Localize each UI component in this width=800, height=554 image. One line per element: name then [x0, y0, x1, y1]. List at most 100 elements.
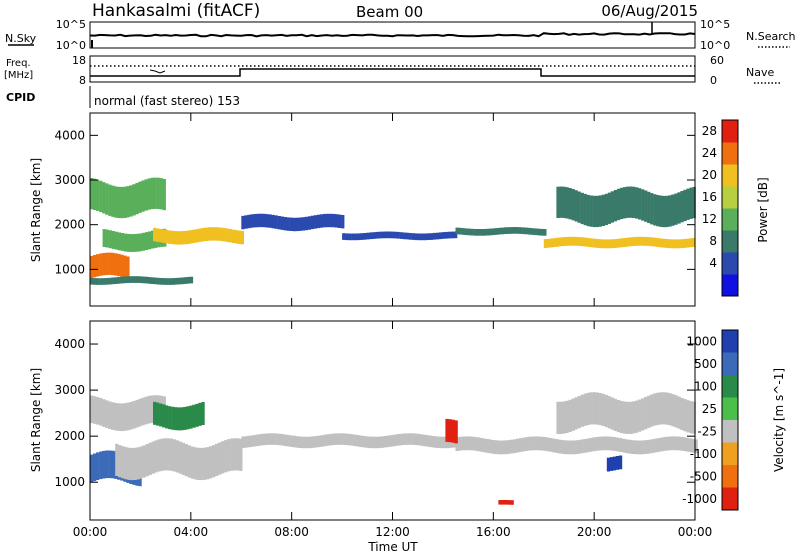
velocity-band-cell — [451, 419, 455, 443]
power-band-cell — [540, 228, 544, 236]
velocity-band-cell — [224, 440, 228, 473]
velocity-band-cell — [120, 403, 124, 432]
power-band-cell — [470, 228, 474, 236]
power-band-cell — [93, 278, 97, 285]
velocity-band-cell — [510, 439, 514, 454]
velocity-band-cell — [679, 436, 683, 451]
power-band-cell — [313, 215, 318, 229]
velocity-band-cell — [404, 433, 408, 445]
velocity-ytick-label: 3000 — [54, 383, 85, 397]
power-band-cell — [455, 227, 459, 235]
power-band-cell — [123, 186, 127, 218]
power-band-cell — [117, 277, 121, 284]
power-ytick-label: 3000 — [54, 173, 85, 187]
velocity-band-cell — [482, 438, 486, 453]
power-band-cell — [114, 231, 118, 250]
velocity-band-cell — [634, 440, 638, 455]
power-band-cell — [689, 238, 693, 248]
velocity-band-cell — [259, 434, 263, 446]
velocity-band-cell — [371, 436, 375, 449]
power-band-cell — [461, 228, 465, 235]
power-band-cell — [595, 195, 599, 228]
velocity-band-cell — [126, 402, 130, 431]
power-band-cell — [655, 238, 659, 247]
power-band-cell — [237, 230, 241, 244]
nsky-label: N.Sky — [5, 32, 37, 45]
power-band-cell — [250, 214, 254, 228]
velocity-band-cell — [470, 436, 474, 451]
velocity-band-cell — [601, 393, 605, 426]
velocity-band-cell — [221, 441, 225, 474]
power-band-cell — [610, 191, 615, 223]
power-band-cell — [126, 186, 130, 218]
nsearch-tick-top: 10^5 — [700, 18, 730, 31]
power-band-cell — [150, 177, 154, 210]
velocity-band-cell — [383, 436, 387, 448]
velocity-band-cell — [410, 433, 414, 445]
power-band-cell — [500, 227, 505, 235]
velocity-band-cell — [395, 434, 399, 446]
power-band-cell — [231, 229, 235, 243]
velocity-band-cell — [163, 438, 167, 471]
power-band-cell — [689, 187, 693, 219]
power-band-cell — [613, 239, 617, 248]
power-band-cell — [177, 277, 181, 285]
power-band-cell — [616, 188, 621, 221]
power-band-cell — [316, 214, 321, 229]
power-band-cell — [692, 186, 696, 219]
power-band-cell — [90, 256, 94, 279]
velocity-band-cell — [643, 440, 647, 455]
velocity-ytick-label: 2000 — [54, 429, 85, 443]
power-band-cell — [583, 237, 587, 247]
velocity-band-cell — [622, 401, 627, 434]
velocity-band-cell — [683, 399, 687, 432]
power-band-cell — [180, 231, 184, 245]
power-band-cell — [341, 215, 345, 229]
velocity-band-cell — [582, 439, 586, 453]
power-band-cell — [144, 276, 148, 284]
velocity-band-cell — [600, 436, 604, 451]
power-colorbar-tick: 12 — [702, 212, 717, 226]
velocity-band-cell — [156, 402, 160, 426]
velocity-band-cell — [431, 436, 436, 448]
velocity-band-cell — [310, 436, 315, 448]
velocity-band-cell — [603, 436, 607, 451]
velocity-band-cell — [102, 450, 106, 479]
power-band-cell — [435, 232, 440, 240]
velocity-band-cell — [153, 401, 157, 425]
power-band-cell — [387, 231, 391, 239]
velocity-band-cell — [537, 436, 541, 451]
velocity-band-cell — [407, 433, 411, 445]
power-band-cell — [298, 217, 302, 231]
velocity-band-cell — [565, 400, 569, 433]
power-band-cell — [558, 237, 563, 247]
velocity-band-cell — [118, 445, 122, 478]
power-band-cell — [444, 231, 449, 239]
power-band-cell — [375, 231, 379, 239]
velocity-band-cell — [607, 396, 612, 429]
velocity-band-cell — [680, 397, 684, 431]
velocity-band-cell — [377, 436, 381, 449]
nsky-tick-bottom: 10^0 — [56, 39, 86, 52]
power-band-cell — [482, 229, 486, 236]
velocity-band-cell — [274, 433, 278, 445]
velocity-band-cell — [434, 436, 439, 448]
power-band-cell — [656, 195, 660, 227]
power-band-cell — [390, 231, 394, 239]
power-band-cell — [414, 233, 418, 241]
power-band-cell — [183, 277, 188, 284]
power-band-cell — [189, 276, 194, 284]
power-band-cell — [135, 233, 140, 252]
power-band-cell — [342, 233, 346, 240]
velocity-band-cell — [653, 393, 657, 426]
noise-panel — [89, 21, 696, 49]
power-band-cell — [108, 184, 112, 216]
velocity-ytick-label: 1000 — [54, 475, 85, 489]
velocity-band-cell — [244, 436, 248, 448]
power-band-cell — [634, 236, 638, 246]
velocity-band-cell — [632, 401, 636, 434]
power-band-cell — [516, 227, 520, 234]
freq-label: Freq. — [6, 58, 31, 69]
freq-tick-top: 18 — [72, 54, 86, 67]
power-band-cell — [286, 217, 290, 231]
